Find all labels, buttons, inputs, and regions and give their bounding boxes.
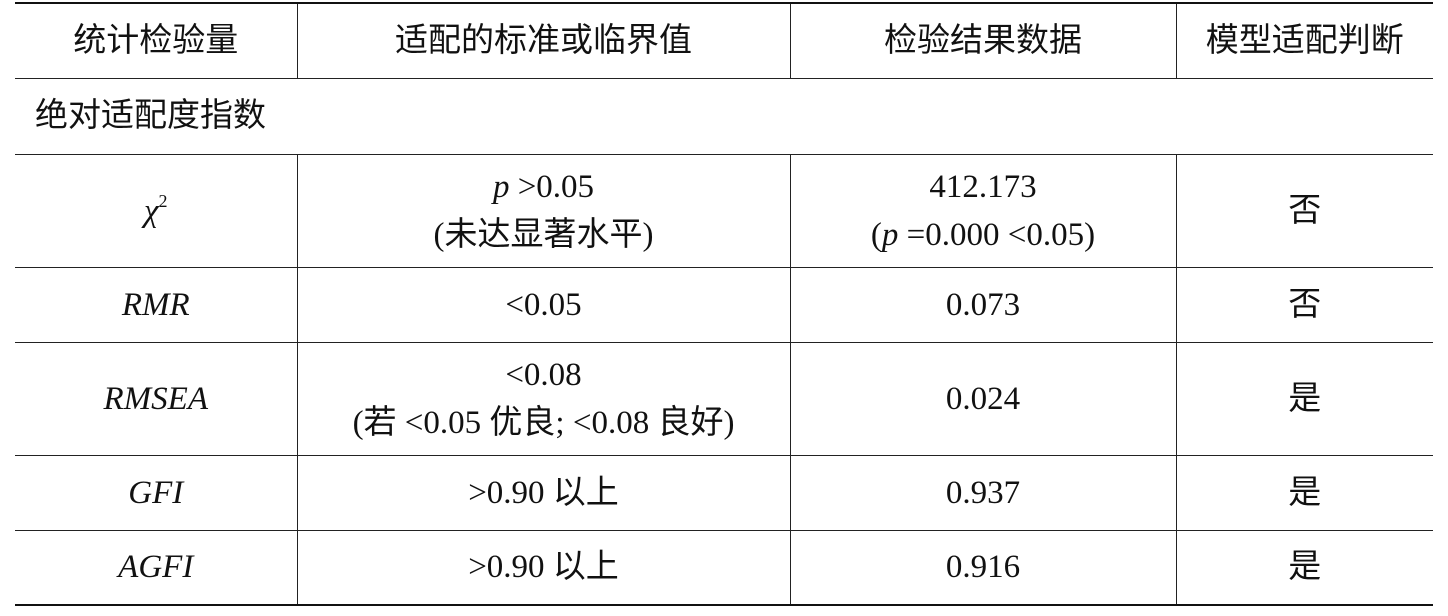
cell-text: 否 xyxy=(1288,286,1322,323)
cell-line: 是 xyxy=(1177,543,1434,591)
table-row: RMR <0.05 0.073 否 xyxy=(15,267,1434,343)
cell-line: >0.90 以上 xyxy=(298,469,790,517)
cell-line: 是 xyxy=(1177,375,1434,423)
table-cell: 0.024 xyxy=(789,342,1176,456)
header-cell: 统计检验量 xyxy=(15,3,297,79)
cell-text: >0.90 以上 xyxy=(468,474,619,511)
header-cell: 模型适配判断 xyxy=(1175,3,1433,79)
table-cell: RMSEA xyxy=(15,342,297,456)
cell-text: (未达显著水平) xyxy=(433,216,654,253)
table-cell: <0.05 xyxy=(296,267,790,343)
table-cell: GFI xyxy=(15,455,297,531)
cell-line: <0.08 xyxy=(298,351,790,399)
cell-line: RMR xyxy=(15,281,297,329)
cell-text: χ xyxy=(143,192,159,229)
superscript: 2 xyxy=(158,190,168,211)
table-cell: <0.08 (若 <0.05 优良; <0.08 良好) xyxy=(296,342,790,456)
table-row: χ2 p >0.05 (未达显著水平) 412.173 (p =0.000 <0.05)… xyxy=(15,154,1434,268)
cell-text: RMSEA xyxy=(103,380,208,417)
cell-line: >0.90 以上 xyxy=(298,543,790,591)
cell-line: 412.173 xyxy=(791,163,1176,211)
cell-text: 0.916 xyxy=(945,549,1021,586)
table-cell: 0.073 xyxy=(789,267,1176,343)
table-cell: p >0.05 (未达显著水平) xyxy=(296,154,790,268)
table-cell: 0.916 xyxy=(789,530,1176,606)
table-cell: 是 xyxy=(1175,455,1434,531)
cell-text: <0.05 xyxy=(505,286,582,323)
cell-text: 0.024 xyxy=(945,380,1021,417)
table-cell: RMR xyxy=(15,267,297,343)
cell-line: AGFI xyxy=(15,543,297,591)
cell-text: p xyxy=(881,216,899,253)
cell-text: >0.05 xyxy=(509,168,595,205)
cell-text: p xyxy=(492,168,510,205)
cell-text: 是 xyxy=(1288,549,1322,586)
cell-text: ( xyxy=(870,216,882,253)
cell-text: GFI xyxy=(128,474,184,511)
cell-line: p >0.05 xyxy=(298,163,790,211)
table-body: 绝对适配度指数 χ2 p >0.05 (未达显著水平) 412.173 (p =0.00… xyxy=(15,78,1434,606)
section-cell: 绝对适配度指数 xyxy=(15,78,1433,155)
cell-line: 0.073 xyxy=(791,281,1176,329)
table-cell: 412.173 (p =0.000 <0.05) xyxy=(789,154,1176,268)
cell-line: 0.916 xyxy=(791,543,1176,591)
cell-line: 0.937 xyxy=(791,469,1176,517)
cell-line: (若 <0.05 优良; <0.08 良好) xyxy=(298,399,790,447)
table-cell: 否 xyxy=(1175,154,1434,268)
cell-line: χ2 xyxy=(15,187,297,235)
table-cell: 0.937 xyxy=(789,455,1176,531)
table-cell: AGFI xyxy=(15,530,297,606)
table-row: RMSEA <0.08 (若 <0.05 优良; <0.08 良好) 0.024 是 xyxy=(15,342,1434,456)
cell-line: (p =0.000 <0.05) xyxy=(791,211,1176,259)
cell-line: 否 xyxy=(1177,187,1434,235)
header-cell: 适配的标准或临界值 xyxy=(296,3,790,79)
cell-text: (若 <0.05 优良; <0.08 良好) xyxy=(352,404,735,441)
header-cell: 检验结果数据 xyxy=(789,3,1176,79)
cell-text: =0.000 <0.05) xyxy=(898,216,1096,253)
cell-text: 是 xyxy=(1288,474,1322,511)
cell-line: 否 xyxy=(1177,281,1434,329)
table-cell: 否 xyxy=(1175,267,1434,343)
table-cell: χ2 xyxy=(15,154,297,268)
cell-line: 0.024 xyxy=(791,375,1176,423)
cell-text: <0.08 xyxy=(505,356,582,393)
cell-text: 否 xyxy=(1288,192,1322,229)
cell-text: AGFI xyxy=(118,549,194,586)
cell-text: 0.073 xyxy=(945,286,1021,323)
cell-text: 412.173 xyxy=(929,168,1037,205)
table-wrap: 统计检验量 适配的标准或临界值 检验结果数据 模型适配判断 绝对适配度指数 χ2 p >… xyxy=(15,2,1433,606)
table-cell: >0.90 以上 xyxy=(296,455,790,531)
header-row: 统计检验量 适配的标准或临界值 检验结果数据 模型适配判断 xyxy=(15,3,1433,79)
table-head: 统计检验量 适配的标准或临界值 检验结果数据 模型适配判断 xyxy=(15,3,1433,79)
section-row: 绝对适配度指数 xyxy=(15,78,1433,155)
table-row: AGFI >0.90 以上 0.916 是 xyxy=(15,530,1434,606)
table-cell: 是 xyxy=(1175,342,1434,456)
cell-line: (未达显著水平) xyxy=(298,211,790,259)
cell-text: >0.90 以上 xyxy=(468,549,619,586)
cell-text: RMR xyxy=(121,286,190,323)
cell-line: RMSEA xyxy=(15,375,297,423)
cell-line: GFI xyxy=(15,469,297,517)
cell-line: <0.05 xyxy=(298,281,790,329)
table-row: GFI >0.90 以上 0.937 是 xyxy=(15,455,1434,531)
cell-text: 0.937 xyxy=(945,474,1021,511)
table-cell: >0.90 以上 xyxy=(296,530,790,606)
fit-table: 统计检验量 适配的标准或临界值 检验结果数据 模型适配判断 绝对适配度指数 χ2 p >… xyxy=(15,2,1433,606)
table-cell: 是 xyxy=(1175,530,1434,606)
cell-line: 是 xyxy=(1177,469,1434,517)
cell-text: 是 xyxy=(1288,380,1322,417)
